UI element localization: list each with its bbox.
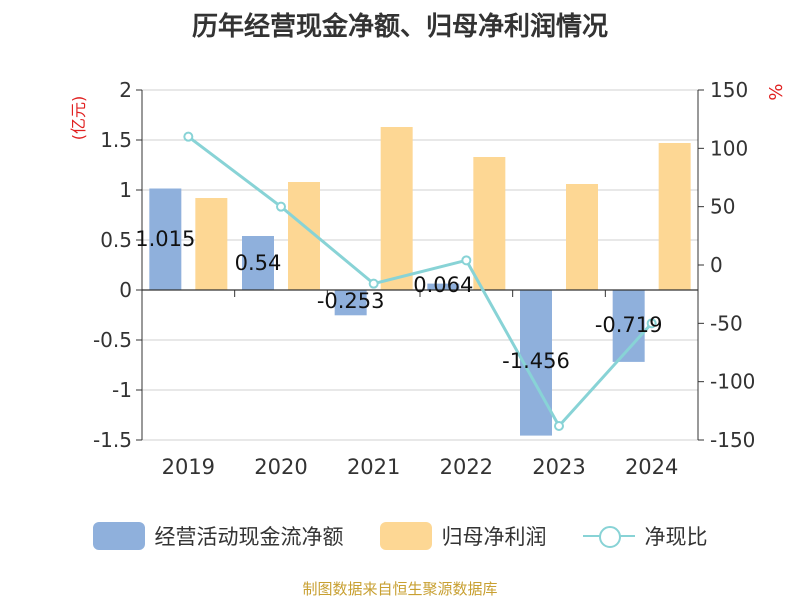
right-tick-label: -100 <box>710 370 755 394</box>
bar-net-profit-2023[interactable] <box>566 184 598 290</box>
point-cash-ratio-2024[interactable] <box>646 318 657 329</box>
bar-net-profit-2022[interactable] <box>473 157 506 290</box>
point-cash-ratio-2020[interactable] <box>276 201 286 212</box>
legend-swatch-cashflow <box>92 522 145 550</box>
right-tick-label: 50 <box>710 195 735 219</box>
right-tick-label: 0 <box>710 253 723 277</box>
point-cash-ratio-2021[interactable] <box>368 278 379 289</box>
data-label-2023: -1.456 <box>502 349 570 373</box>
bar-net-profit-2021[interactable] <box>380 127 413 290</box>
right-axis-unit: % <box>766 83 787 100</box>
bar-cashflow-2022[interactable] <box>427 283 460 290</box>
data-label-2024: -0.719 <box>595 313 663 337</box>
x-tick-label: 2022 <box>440 455 493 479</box>
legend-item-cash-ratio[interactable]: 净现比 <box>582 521 708 551</box>
x-tick-label: 2024 <box>625 455 678 479</box>
x-tick-label: 2023 <box>532 455 585 479</box>
right-tick-label: -50 <box>710 311 743 335</box>
point-cash-ratio-2019[interactable] <box>183 131 194 142</box>
left-tick-label: 0 <box>119 278 132 302</box>
left-tick-label: -0.5 <box>93 328 132 352</box>
data-label-2021: -0.253 <box>317 289 385 313</box>
data-label-2020: 0.54 <box>235 251 282 275</box>
left-tick-label: -1.5 <box>93 428 132 452</box>
legend-item-cashflow[interactable]: 经营活动现金流净额 <box>92 521 344 551</box>
source-note: 制图数据来自恒生聚源数据库 <box>302 580 498 598</box>
right-tick-label: 100 <box>710 136 748 160</box>
chart-title: 历年经营现金净额、归母净利润情况 <box>191 12 608 42</box>
legend-label-cashflow: 经营活动现金流净额 <box>154 525 344 549</box>
left-tick-label: 2 <box>119 78 132 102</box>
legend-swatch-cash-ratio <box>582 522 635 550</box>
legend-swatch-net-profit <box>379 522 432 550</box>
x-tick-label: 2019 <box>162 455 215 479</box>
left-tick-label: -1 <box>112 378 132 402</box>
left-tick-label: 1 <box>119 178 132 202</box>
bar-cashflow-2021[interactable] <box>334 290 367 316</box>
x-tick-label: 2021 <box>347 455 400 479</box>
legend-item-net-profit[interactable]: 归母净利润 <box>379 521 547 551</box>
data-label-2019: 1.015 <box>135 227 195 251</box>
legend-label-cash-ratio: 净现比 <box>644 525 708 549</box>
left-axis-unit: (亿元) <box>69 96 88 141</box>
line-cash-ratio <box>187 135 653 429</box>
right-tick-label: 150 <box>710 78 748 102</box>
bar-net-profit-2019[interactable] <box>195 198 228 290</box>
legend: 经营活动现金流净额 归母净利润 净现比 <box>0 518 800 554</box>
x-tick-label: 2020 <box>254 455 307 479</box>
right-tick-label: -150 <box>710 428 755 452</box>
legend-label-net-profit: 归母净利润 <box>441 525 547 549</box>
left-tick-label: 0.5 <box>100 228 132 252</box>
bar-cashflow-2020[interactable] <box>242 236 274 290</box>
bar-net-profit-2024[interactable] <box>658 143 691 290</box>
point-cash-ratio-2022[interactable] <box>461 255 472 266</box>
point-cash-ratio-2023[interactable] <box>554 421 564 431</box>
left-tick-label: 1.5 <box>100 128 132 152</box>
bar-cashflow-2019[interactable] <box>149 188 182 291</box>
data-label-2022: 0.064 <box>413 273 473 297</box>
